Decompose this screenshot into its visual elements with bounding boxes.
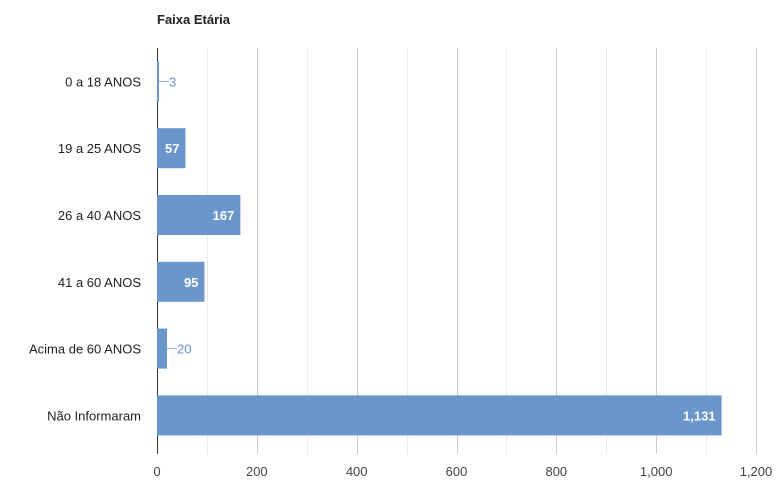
x-tick-label: 1,200 bbox=[740, 464, 773, 479]
x-tick-label: 400 bbox=[346, 464, 368, 479]
data-label: 20 bbox=[177, 342, 191, 357]
data-label: 1,131 bbox=[683, 408, 716, 423]
data-label: 95 bbox=[184, 275, 198, 290]
bar[interactable] bbox=[157, 328, 167, 369]
category-labels: 0 a 18 ANOS 19 a 25 ANOS 26 a 40 ANOS 41 a … bbox=[29, 74, 141, 423]
gridlines bbox=[157, 48, 757, 454]
x-tick-label: 1,000 bbox=[640, 464, 673, 479]
category-label: Não Informaram bbox=[47, 408, 141, 423]
category-label: 0 a 18 ANOS bbox=[65, 74, 141, 89]
chart-title: Faixa Etária bbox=[157, 12, 231, 27]
x-tick-label: 600 bbox=[446, 464, 468, 479]
x-tick-label: 200 bbox=[246, 464, 268, 479]
data-label: 3 bbox=[169, 74, 176, 89]
bars: 3 57 167 95 20 1,131 bbox=[157, 61, 722, 436]
bar[interactable] bbox=[157, 261, 205, 302]
bar[interactable] bbox=[157, 195, 241, 235]
bar[interactable] bbox=[157, 61, 159, 102]
data-label: 57 bbox=[165, 141, 179, 156]
category-label: Acima de 60 ANOS bbox=[29, 342, 141, 357]
category-label: 19 a 25 ANOS bbox=[58, 141, 141, 156]
category-label: 41 a 60 ANOS bbox=[58, 275, 141, 290]
x-tick-label: 800 bbox=[545, 464, 567, 479]
category-label: 26 a 40 ANOS bbox=[58, 208, 141, 223]
x-axis-ticks: 0 200 400 600 800 1,000 1,200 bbox=[153, 464, 772, 479]
bar[interactable] bbox=[157, 395, 722, 436]
bar[interactable] bbox=[157, 128, 186, 169]
x-tick-label: 0 bbox=[153, 464, 160, 479]
data-label: 167 bbox=[213, 208, 235, 223]
